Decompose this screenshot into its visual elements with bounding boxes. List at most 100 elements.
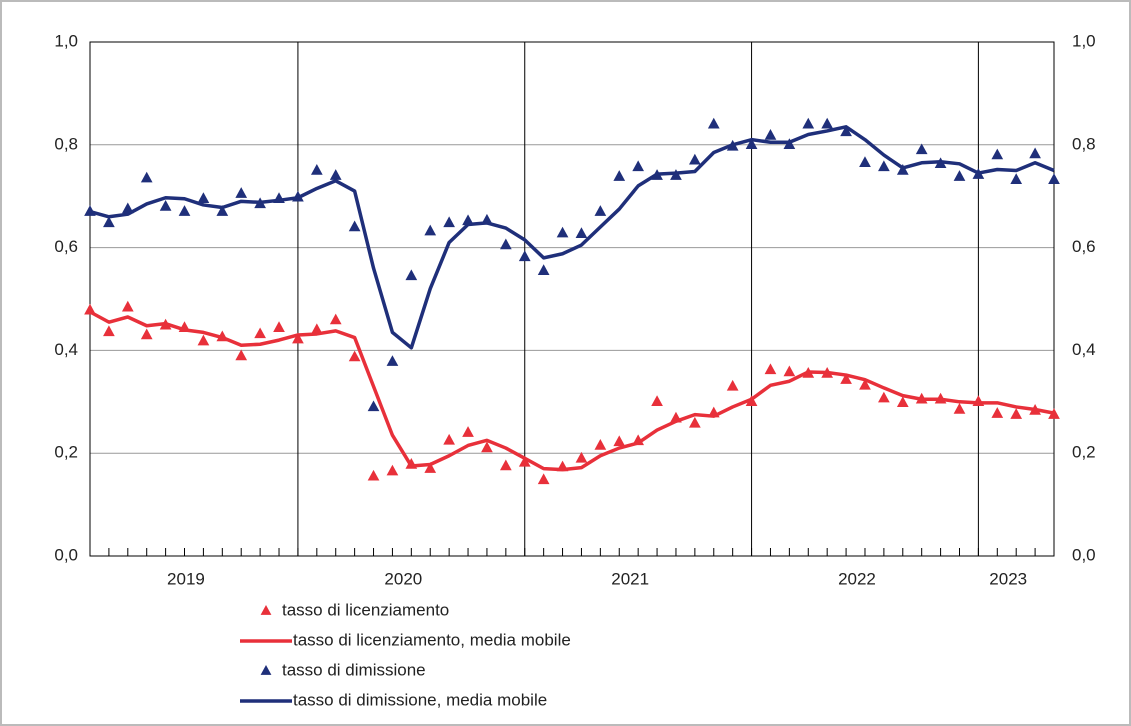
marker	[783, 138, 796, 150]
marker	[859, 156, 871, 168]
x-tick-label: 2019	[167, 569, 205, 588]
marker	[481, 441, 493, 453]
marker	[121, 202, 134, 214]
marker	[934, 392, 947, 404]
x-tick-label: 2023	[989, 569, 1027, 588]
y-tick-label: 1,0	[54, 31, 78, 50]
marker	[821, 117, 834, 129]
marker	[613, 435, 626, 447]
marker	[556, 226, 569, 238]
marker	[972, 395, 985, 407]
marker	[764, 363, 777, 375]
marker	[991, 407, 1004, 418]
series-line	[89, 310, 1055, 472]
marker	[726, 379, 739, 391]
marker	[367, 400, 380, 412]
marker	[273, 321, 285, 333]
y2-tick-label: 0,2	[1072, 443, 1096, 462]
marker	[953, 170, 966, 181]
marker	[84, 303, 96, 315]
marker	[991, 148, 1004, 160]
marker	[689, 153, 701, 165]
marker	[292, 190, 304, 202]
marker	[462, 214, 474, 226]
marker	[575, 227, 588, 238]
marker	[613, 170, 626, 181]
marker	[670, 169, 682, 180]
marker	[537, 264, 550, 275]
marker	[443, 433, 455, 445]
marker	[481, 213, 493, 225]
marker	[310, 164, 323, 175]
marker	[764, 129, 777, 140]
marker	[651, 395, 663, 407]
marker	[745, 395, 758, 407]
marker	[178, 205, 191, 216]
x-tick-label: 2020	[384, 569, 422, 588]
marker	[235, 187, 248, 198]
marker	[575, 451, 588, 463]
y2-tick-label: 0,8	[1072, 134, 1096, 153]
marker	[348, 220, 361, 232]
y-tick-label: 0,8	[54, 134, 78, 153]
marker	[103, 325, 115, 337]
marker	[632, 160, 645, 172]
x-tick-label: 2021	[611, 569, 649, 588]
marker	[499, 459, 512, 471]
marker	[972, 168, 985, 179]
marker	[518, 250, 531, 262]
y2-tick-label: 0,4	[1072, 340, 1096, 359]
series-line	[89, 125, 1055, 350]
marker	[518, 455, 531, 467]
marker	[159, 318, 172, 330]
marker	[1029, 147, 1041, 159]
marker	[254, 327, 266, 339]
marker	[896, 164, 909, 175]
marker	[537, 473, 550, 485]
y2-tick-label: 1,0	[1072, 31, 1096, 50]
marker	[273, 192, 285, 203]
marker	[840, 373, 852, 384]
marker	[1029, 404, 1041, 415]
marker	[726, 139, 739, 151]
marker	[140, 328, 153, 340]
marker	[405, 269, 418, 281]
marker	[216, 205, 229, 216]
marker	[178, 321, 191, 333]
marker	[934, 157, 947, 169]
y-tick-label: 0,2	[54, 443, 78, 462]
marker	[348, 350, 361, 362]
marker	[670, 411, 682, 423]
marker	[197, 192, 210, 203]
y2-tick-label: 0,6	[1072, 237, 1096, 256]
marker	[1048, 408, 1060, 419]
marker	[878, 160, 890, 172]
marker	[462, 426, 474, 437]
marker	[84, 205, 96, 216]
legend-marker	[260, 665, 272, 675]
marker	[1048, 173, 1060, 184]
marker	[840, 125, 852, 137]
marker	[121, 300, 134, 312]
marker	[292, 332, 304, 344]
legend-label: tasso di dimissione, media mobile	[293, 690, 547, 709]
marker	[802, 367, 815, 378]
legend-label: tasso di dimissione	[282, 660, 426, 679]
marker	[1010, 408, 1023, 419]
marker	[405, 458, 418, 469]
y-tick-label: 0,6	[54, 237, 78, 256]
marker	[386, 355, 399, 366]
marker	[802, 117, 815, 129]
y-tick-label: 0,0	[54, 545, 78, 564]
marker	[499, 238, 512, 250]
marker	[140, 171, 153, 183]
marker	[707, 406, 720, 418]
marker	[197, 334, 210, 346]
marker	[689, 416, 701, 428]
marker	[859, 378, 871, 390]
marker	[878, 391, 890, 403]
marker	[329, 169, 342, 180]
marker	[953, 403, 966, 414]
